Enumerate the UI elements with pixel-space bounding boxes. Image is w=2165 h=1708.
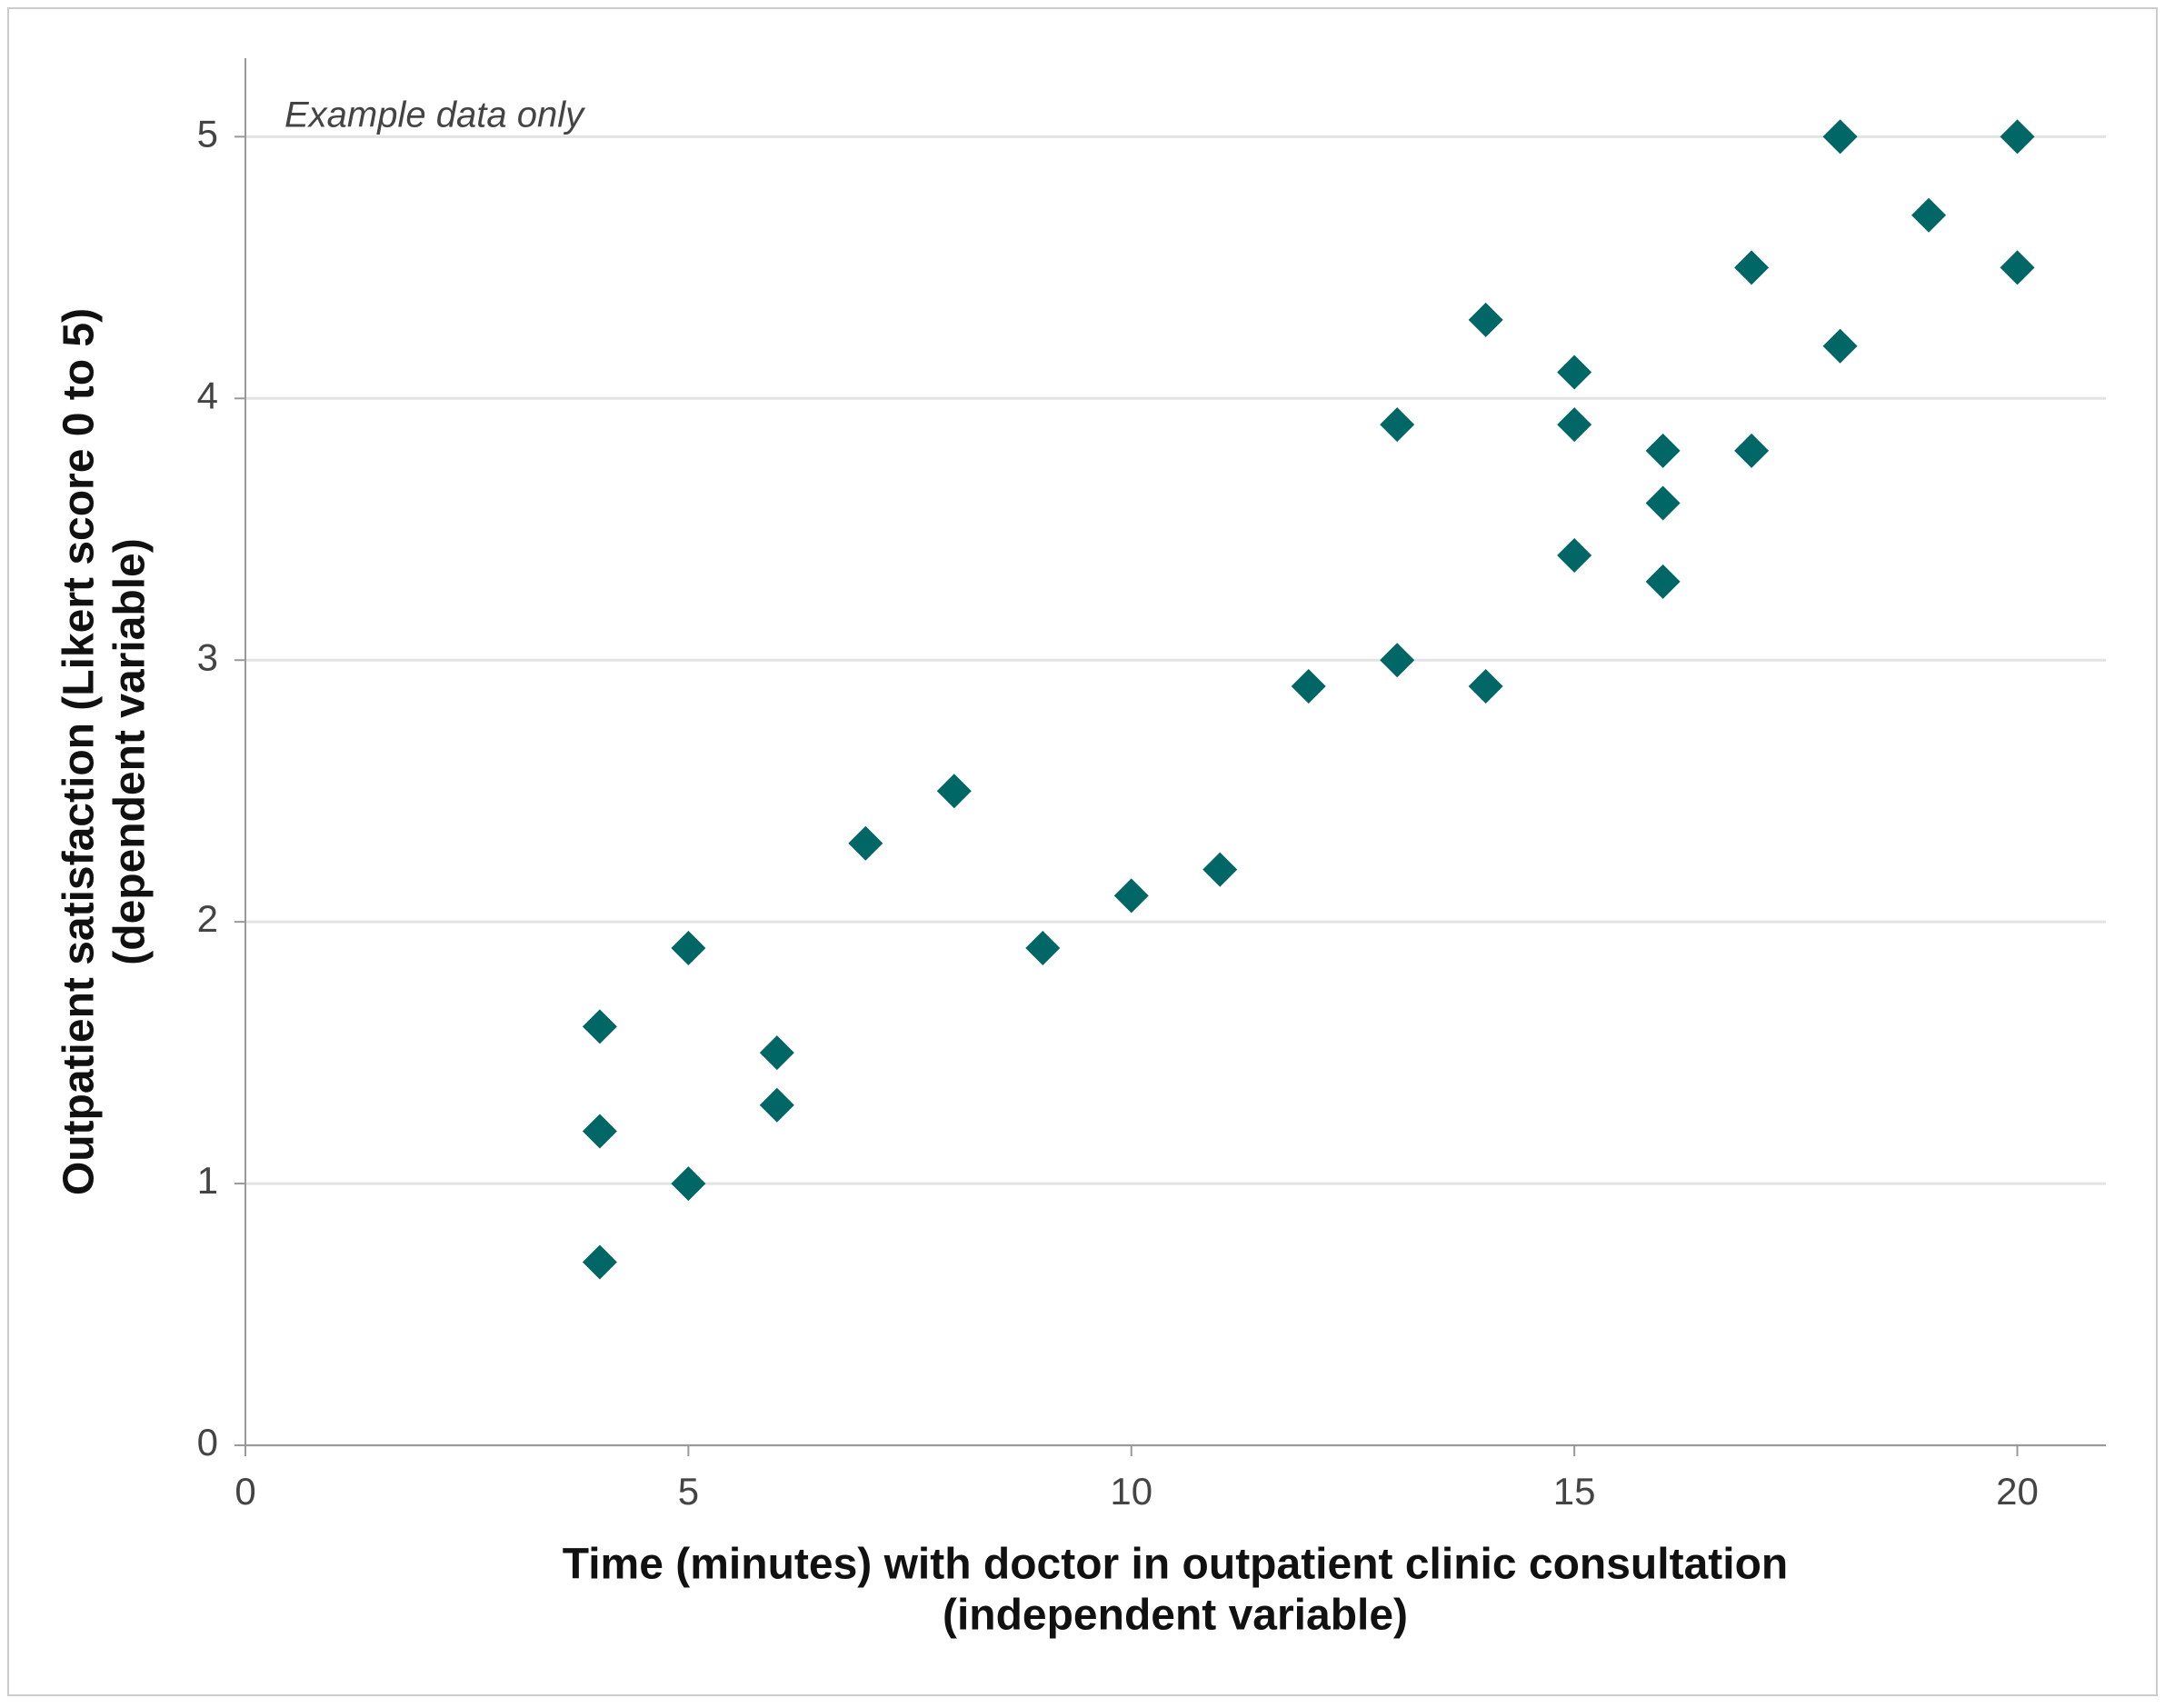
point: [1645, 433, 1681, 468]
y-axis-label: Outpatient satisfaction (Likert score 0 …: [55, 308, 104, 1195]
point: [936, 774, 972, 809]
point: [2000, 119, 2035, 155]
point: [582, 1009, 617, 1044]
point: [1202, 852, 1238, 887]
point: [582, 1114, 617, 1149]
y-tick-label: 1: [197, 1159, 218, 1202]
y-axis-label-group: Outpatient satisfaction (Likert score 0 …: [55, 308, 155, 1195]
x-axis-label: (independent variable): [943, 1592, 1408, 1640]
point: [1822, 328, 1858, 364]
x-tick-label: 20: [1996, 1470, 2039, 1513]
point: [1734, 433, 1770, 468]
y-tick-label: 0: [197, 1421, 218, 1463]
point: [1822, 119, 1858, 155]
point: [1557, 355, 1592, 390]
point: [1468, 302, 1503, 337]
x-tick-label: 15: [1553, 1470, 1596, 1513]
x-tick-label: 10: [1110, 1470, 1152, 1513]
x-tick-label: 0: [234, 1470, 255, 1513]
point: [671, 1166, 706, 1202]
point: [759, 1035, 794, 1071]
point: [1645, 564, 1681, 599]
point: [1025, 930, 1061, 965]
point: [671, 930, 706, 965]
point: [2000, 250, 2035, 285]
frame: [7, 7, 2158, 1696]
point: [848, 825, 883, 861]
point: [1557, 538, 1592, 574]
point: [1734, 250, 1770, 285]
y-tick-label: 3: [197, 635, 218, 678]
point: [759, 1087, 794, 1123]
x-axis-label: Time (minutes) with doctor in outpatient…: [563, 1541, 1788, 1589]
point: [1468, 669, 1503, 704]
point: [1113, 878, 1149, 914]
point: [1645, 485, 1681, 521]
y-axis-label: (dependent variable): [106, 538, 155, 964]
point: [1380, 643, 1415, 678]
point: [582, 1244, 617, 1280]
annotation: Example data only: [284, 95, 586, 135]
y-tick-label: 5: [197, 112, 218, 155]
point: [1557, 407, 1592, 443]
point: [1380, 407, 1415, 443]
x-tick-label: 5: [678, 1470, 699, 1513]
y-tick-label: 4: [197, 374, 218, 416]
point: [1911, 197, 1947, 233]
y-tick-label: 2: [197, 897, 218, 940]
point: [1291, 669, 1326, 704]
